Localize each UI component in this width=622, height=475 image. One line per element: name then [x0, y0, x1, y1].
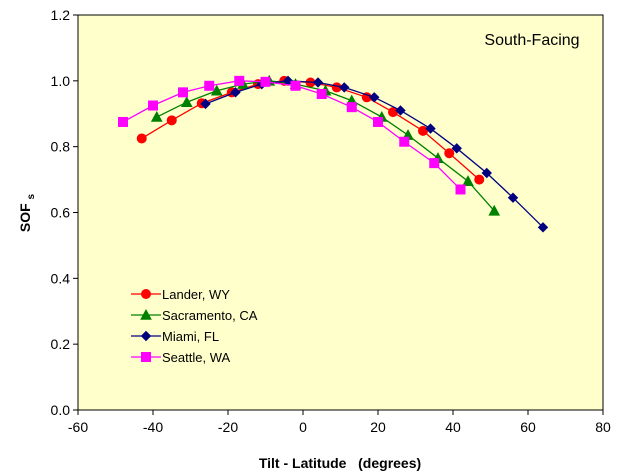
- x-tick-label: 80: [595, 419, 611, 435]
- legend: Lander, WY Sacramento, CA Miami, FL Seattle…: [131, 287, 258, 365]
- series-layer: [118, 74, 549, 233]
- y-tick-label: 1.0: [51, 73, 71, 89]
- data-point: [180, 96, 193, 107]
- y-axis-title: SOF s: [17, 193, 37, 232]
- data-point: [474, 174, 485, 185]
- data-point: [451, 143, 462, 154]
- data-point: [234, 75, 245, 86]
- data-point: [399, 136, 410, 147]
- data-point: [178, 87, 188, 98]
- data-point: [316, 89, 327, 99]
- series-3: [118, 75, 466, 195]
- legend-label: Lander, WY: [162, 287, 230, 302]
- y-tick-label: 0.0: [51, 402, 71, 418]
- data-point: [429, 158, 440, 169]
- legend-label: Miami, FL: [162, 329, 219, 344]
- annotation-text: South-Facing: [484, 32, 579, 49]
- x-tick-label: 20: [370, 419, 386, 435]
- x-tick-label: 60: [520, 419, 536, 435]
- x-tick-label: 40: [445, 419, 461, 435]
- y-tick-label: 0.2: [51, 336, 71, 352]
- data-point: [369, 92, 380, 103]
- data-point: [455, 184, 466, 195]
- x-tick-label: -60: [68, 419, 88, 435]
- legend-label: Seattle, WA: [162, 350, 230, 365]
- data-point: [339, 82, 350, 93]
- y-axis-title-main: SOF: [17, 203, 33, 232]
- legend-item: Seattle, WA: [131, 350, 230, 365]
- legend-marker: [140, 330, 152, 342]
- data-point: [462, 175, 474, 186]
- data-point: [537, 222, 549, 233]
- series-2: [200, 75, 549, 233]
- data-point: [166, 115, 177, 126]
- y-tick-label: 0.6: [51, 205, 71, 221]
- x-tick-label: -20: [218, 419, 238, 435]
- legend-item: Miami, FL: [131, 329, 219, 344]
- legend-item: Sacramento, CA: [131, 308, 258, 323]
- x-tick-label: 0: [299, 419, 307, 435]
- legend-label: Sacramento, CA: [162, 308, 258, 323]
- y-tick-label: 0.4: [51, 270, 71, 286]
- data-point: [118, 116, 128, 127]
- y-tick-label: 1.2: [51, 7, 71, 23]
- data-point: [488, 204, 501, 216]
- data-point: [290, 80, 301, 91]
- legend-item: Lander, WY: [131, 287, 230, 302]
- data-point: [346, 102, 357, 113]
- data-point: [312, 77, 324, 88]
- ticks-layer: -60 -40 -20 0 20 40 60 80 0.0 0.2 0.4 0.6 0.8 1.0 1.2: [51, 7, 611, 435]
- data-point: [200, 98, 211, 110]
- data-point: [425, 123, 436, 134]
- y-axis-title-subscript: s: [26, 193, 37, 199]
- data-point: [204, 80, 215, 91]
- data-point: [136, 133, 147, 144]
- x-tick-label: -40: [143, 419, 163, 435]
- y-tick-label: 0.8: [51, 139, 71, 155]
- data-point: [260, 76, 271, 87]
- x-axis-title: Tilt - Latitude (degrees): [259, 455, 421, 471]
- legend-marker: [141, 289, 151, 299]
- data-point: [444, 148, 455, 159]
- data-point: [481, 167, 492, 179]
- data-point: [150, 110, 163, 122]
- plot-area: [77, 14, 604, 411]
- legend-marker: [140, 308, 152, 320]
- data-point: [148, 100, 158, 111]
- data-point: [373, 116, 383, 127]
- data-point: [418, 125, 428, 136]
- data-point: [230, 87, 241, 98]
- data-point: [507, 192, 519, 203]
- legend-marker: [141, 352, 151, 362]
- data-point: [395, 105, 406, 116]
